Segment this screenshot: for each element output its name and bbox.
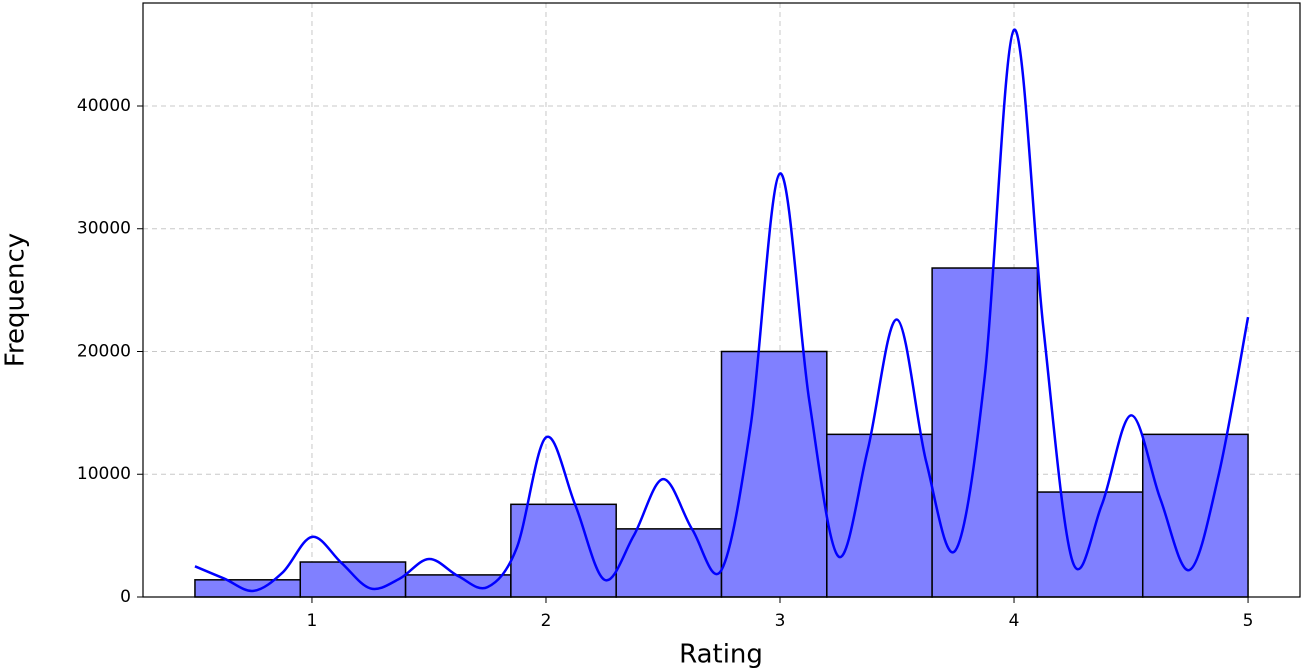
x-tick-label: 2 <box>541 611 552 631</box>
x-tick-label: 5 <box>1243 611 1254 631</box>
x-tick-label: 1 <box>307 611 318 631</box>
bar <box>615 528 723 598</box>
bar <box>826 433 933 598</box>
x-tick-label: 3 <box>775 611 786 631</box>
y-tick-label: 0 <box>120 587 131 607</box>
y-axis-label: Frequency <box>1 233 31 367</box>
bar <box>194 579 302 598</box>
plot-frame <box>142 2 1301 598</box>
y-tick-label: 10000 <box>77 464 131 484</box>
bar <box>931 267 1039 598</box>
y-tick-label: 20000 <box>77 341 131 361</box>
bar <box>299 561 407 598</box>
bar <box>720 350 828 598</box>
bar <box>1141 433 1249 598</box>
x-tick-label: 4 <box>1009 611 1020 631</box>
kde-line <box>194 28 1250 593</box>
y-tick-label: 30000 <box>77 219 131 239</box>
x-axis-label: Rating <box>679 640 763 670</box>
bar <box>510 503 617 598</box>
y-tick-label: 40000 <box>77 96 131 116</box>
bar <box>404 574 512 598</box>
